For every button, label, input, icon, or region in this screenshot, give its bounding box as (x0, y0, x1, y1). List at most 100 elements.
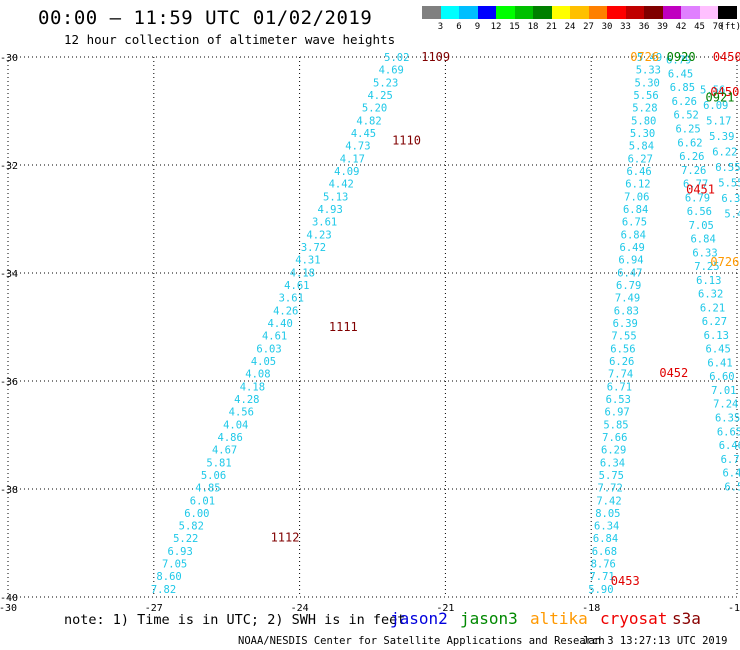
wave-height-label: 4.56 (229, 407, 254, 419)
wave-height-label: 6.32 (698, 289, 723, 301)
wave-height-label: 6.29 (601, 445, 626, 457)
wave-height-label: 6.56 (610, 343, 635, 355)
wave-height-label: 5.02 (384, 52, 409, 64)
wave-height-label: 4.86 (218, 432, 243, 444)
time-label: 0451 (686, 182, 715, 196)
wave-height-label: 7.05 (689, 220, 714, 232)
wave-height-label: 5.85 (603, 419, 628, 431)
wave-height-label: 5.13 (323, 191, 348, 203)
footer-note: note: 1) Time is in UTC; 2) SWH is in fe… (64, 612, 406, 628)
legend-jason3: jason3 (460, 609, 518, 628)
y-tick-label: -30 (0, 53, 18, 64)
scale-label: 30 (601, 22, 613, 32)
wave-height-label: 4.85 (195, 483, 220, 495)
scale-label: 6 (456, 22, 462, 32)
x-tick-label: -21 (436, 603, 454, 614)
scale-label: 39 (657, 22, 668, 32)
wave-height-label: 4.09 (334, 166, 359, 178)
y-tick-label: -40 (0, 593, 18, 604)
time-label: 0450 (713, 50, 740, 64)
wave-height-label: 4.67 (212, 445, 237, 457)
scale-label: 24 (564, 22, 576, 32)
wave-height-label: 6.45 (668, 68, 693, 80)
x-tick-label: -24 (291, 603, 309, 614)
wave-height-label: 6.79 (616, 280, 641, 292)
time-label: 1111 (329, 320, 358, 334)
wave-height-label: 6.52 (674, 110, 699, 122)
wave-height-label: 6.77 (683, 179, 708, 191)
wave-height-label: 4.42 (329, 179, 354, 191)
wave-height-label: 5.81 (206, 457, 231, 469)
scale-swatch (718, 6, 737, 19)
scale-swatch (459, 6, 478, 19)
wave-height-label: 6.45 (706, 344, 731, 356)
generated-timestamp: Jan 3 13:27:13 UTC 2019 (582, 635, 728, 647)
wave-height-label: 6.47 (617, 267, 642, 279)
wave-height-label: 6.84 (593, 533, 618, 545)
time-label: 0921 (706, 91, 735, 105)
wave-height-label: 5.75 (599, 470, 624, 482)
wave-height-label: 7.66 (602, 432, 627, 444)
wave-height-label: 4.61 (284, 280, 309, 292)
y-tick-label: -32 (0, 161, 18, 172)
wave-height-label: 5.41 (724, 209, 740, 221)
time-label: 1109 (421, 50, 450, 64)
wave-height-label: 7.74 (608, 369, 633, 381)
wave-height-label: 6.26 (679, 151, 704, 163)
legend-altika: altika (530, 609, 588, 628)
wave-height-label: 6.21 (700, 302, 725, 314)
wave-height-label: 6.01 (190, 495, 215, 507)
wave-height-label: 6.79 (721, 454, 740, 466)
wave-height-label: 7.49 (615, 293, 640, 305)
wave-height-label: 6.49 (620, 242, 645, 254)
color-scale-legend (422, 6, 737, 20)
scale-label: 27 (583, 22, 594, 32)
chart-title: 00:00 – 11:59 UTC 01/02/2019 (38, 7, 373, 29)
wave-height-label: 5.20 (362, 103, 387, 115)
wave-height-label: 4.05 (251, 356, 276, 368)
wave-height-label: 8.60 (156, 571, 181, 583)
wave-height-label: 6.33 (692, 247, 717, 259)
wave-height-label: 4.08 (245, 369, 270, 381)
wave-height-label: 6.13 (704, 330, 729, 342)
wave-height-label: 6.65 (717, 426, 740, 438)
wave-height-label: 5.30 (630, 128, 655, 140)
wave-height-label: 6.25 (675, 124, 700, 136)
x-tick-label: -27 (145, 603, 163, 614)
wave-height-label: 6.97 (604, 407, 629, 419)
scale-swatch (644, 6, 663, 19)
wave-height-label: 5.56 (700, 84, 725, 96)
scale-swatch (514, 6, 533, 19)
wave-height-label: 5.82 (179, 521, 204, 533)
wave-height-label: 6.84 (690, 234, 715, 246)
scale-swatch (533, 6, 552, 19)
wave-height-label: 4.61 (262, 331, 287, 343)
legend-s3a: s3a (672, 609, 701, 628)
wave-height-label: 7.05 (162, 559, 187, 571)
wave-height-label: 8.05 (595, 508, 620, 520)
wave-height-label: 6.35 (715, 412, 740, 424)
scale-swatch (607, 6, 626, 19)
wave-height-label: 6.85 (670, 82, 695, 94)
wave-height-label: 6.12 (625, 179, 650, 191)
scale-swatch (662, 6, 681, 19)
chart-subtitle: 12 hour collection of altimeter wave hei… (64, 32, 396, 47)
wave-height-label: 4.17 (340, 153, 365, 165)
y-tick-label: -38 (0, 485, 18, 496)
wave-height-label: 7.55 (611, 331, 636, 343)
time-label: 0452 (659, 366, 688, 380)
scale-swatch (496, 6, 515, 19)
scale-label: 36 (638, 22, 650, 32)
time-label: 0453 (611, 574, 640, 588)
wave-height-label: 4.40 (268, 318, 293, 330)
wave-height-label: 5.30 (635, 77, 660, 89)
wave-height-label: 6.56 (687, 206, 712, 218)
wave-height-label: 6.46 (626, 166, 651, 178)
wave-height-label: 5.56 (633, 90, 658, 102)
scale-label: 18 (527, 22, 539, 32)
scale-label: 9 (474, 22, 481, 32)
wave-height-label: 7.82 (151, 584, 176, 596)
wave-height-label: 6.33 (721, 193, 740, 205)
wave-height-label: 4.26 (273, 305, 298, 317)
scale-label: 45 (694, 22, 705, 32)
